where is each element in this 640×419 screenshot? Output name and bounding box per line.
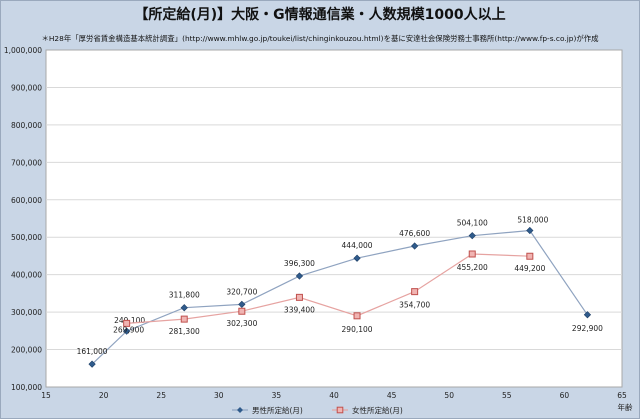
data-point [180,315,188,323]
data-point [583,311,592,319]
series-group: 161,000249,100311,800320,700396,300444,0… [77,215,603,368]
x-tick-label: 60 [560,391,570,400]
data-point [295,272,304,280]
x-tick-label: 20 [99,391,109,400]
y-tick-label: 200,000 [11,346,42,355]
data-label: 320,700 [226,287,257,296]
legend: 男性所定給(月) 女性所定給(月) [232,405,403,415]
legend-entry: 男性所定給(月) [252,405,303,415]
x-tick-label: 40 [329,391,339,400]
legend-marker [336,406,344,414]
data-point [353,312,361,320]
data-label: 281,300 [169,327,200,336]
x-tick-label: 15 [41,391,51,400]
chart-subtitle: ＊H28年「厚労省賃金構造基本統計調査」(http://www.mhlw.go.… [41,34,599,43]
data-label: 311,800 [169,291,200,300]
data-label: 449,200 [514,264,545,273]
y-tick-label: 800,000 [11,121,42,130]
x-tick-label: 25 [156,391,166,400]
data-label: 339,400 [284,305,315,314]
x-tick-label: 50 [444,391,454,400]
x-axis-label: 年齢 [618,402,633,412]
chart-title: 【所定給(月)】大阪・G情報通信業・人数規模1000人以上 [134,7,506,23]
x-tick-label: 45 [387,391,397,400]
data-label: 396,300 [284,259,315,268]
y-tick-label: 100,000 [11,383,42,392]
data-point [180,304,188,312]
data-point [238,307,246,315]
series-line [126,253,530,324]
y-tick-label: 600,000 [11,196,42,205]
data-label: 290,100 [342,325,373,334]
plot-area [45,49,623,388]
legend-entry: 女性所定給(月) [352,405,403,415]
data-label: 354,700 [399,301,430,310]
data-point [411,242,419,250]
data-label: 504,100 [457,219,488,228]
x-tick-label: 55 [502,391,512,400]
data-point [526,226,534,235]
data-point [295,293,303,301]
x-tick-label: 30 [214,391,224,400]
grid-lines [46,86,622,351]
data-point [123,319,131,327]
x-tick-label: 35 [272,391,282,400]
y-tick-label: 300,000 [11,308,42,317]
data-label: 302,300 [226,319,257,328]
data-label: 444,000 [342,241,373,250]
x-tick-label: 65 [617,391,627,400]
y-tick-label: 500,000 [11,233,42,242]
data-point [526,252,534,260]
x-axis-ticks: 15 20 25 30 35 40 45 50 55 60 65 [41,391,627,400]
y-tick-label: 700,000 [11,158,42,167]
data-label: 455,200 [457,263,488,272]
data-point [411,288,419,296]
data-label: 292,900 [572,324,603,333]
y-tick-label: 1,000,000 [4,46,42,55]
data-point [468,232,476,240]
data-label: 518,000 [517,215,548,224]
legend-marker [237,407,243,413]
data-point [123,327,131,335]
y-tick-label: 400,000 [11,271,42,280]
y-tick-label: 900,000 [11,83,42,92]
data-label: 476,600 [399,229,430,238]
data-point [88,360,96,368]
y-axis-ticks: 100,000 200,000 300,000 400,000 500,000 600,0… [4,46,42,392]
data-point [353,254,361,262]
data-point [238,300,246,308]
data-point [468,250,476,258]
series-line [91,229,588,365]
data-label: 161,000 [77,347,108,356]
data-label: 269,900 [113,325,144,334]
